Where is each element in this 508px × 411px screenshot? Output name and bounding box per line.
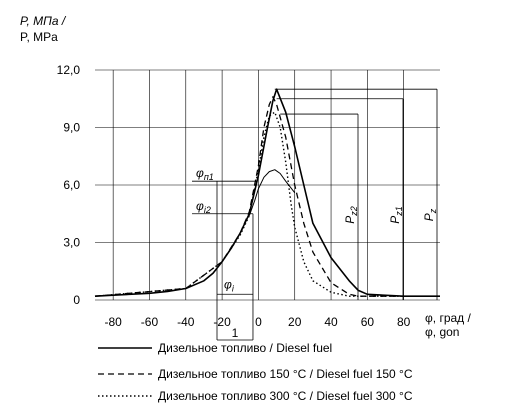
series-line bbox=[248, 169, 296, 216]
legend-label: Дизельное топливо 150 °C / Diesel fuel 1… bbox=[158, 367, 413, 381]
y-tick-label: 6,0 bbox=[63, 178, 80, 192]
series-line bbox=[94, 88, 440, 298]
series-lines bbox=[94, 88, 440, 298]
phi-p1-label: φп1 bbox=[196, 166, 214, 182]
xlabel-ru: φ, град / bbox=[425, 311, 472, 325]
x-tick-label: 60 bbox=[361, 315, 375, 329]
legend-label: Дизельное топливо / Diesel fuel bbox=[158, 341, 332, 355]
pressure-label-subscript: z2 bbox=[349, 206, 359, 217]
x-tick-label: -40 bbox=[177, 315, 195, 329]
annotations: Pz2 Pz1 Pz φп1 φi2 φi 1 bbox=[192, 88, 438, 341]
phi-p1-label-subscript: п1 bbox=[204, 172, 214, 182]
y-tick-label: 9,0 bbox=[63, 121, 80, 135]
legend: Дизельное топливо / Diesel fuel Дизельное… bbox=[98, 341, 413, 403]
legend-label: Дизельное топливо 300 °C / Diesel fuel 3… bbox=[158, 389, 413, 403]
dim-1-label: 1 bbox=[232, 326, 239, 340]
phi-i-label: φi bbox=[224, 277, 235, 293]
x-tick-label: -20 bbox=[213, 315, 231, 329]
y-tick-label: 12,0 bbox=[57, 63, 81, 77]
ylabel-en: P, MPa bbox=[20, 30, 58, 44]
x-tick-label: -60 bbox=[141, 315, 159, 329]
y-tick-label: 3,0 bbox=[63, 236, 80, 250]
ylabel-ru: P, МПа / bbox=[20, 14, 67, 28]
series-line bbox=[94, 111, 440, 297]
pressure-label: Pz bbox=[422, 208, 438, 221]
x-tick-label: 40 bbox=[324, 315, 338, 329]
series-line bbox=[94, 96, 440, 297]
pressure-label-subscript: z1 bbox=[394, 206, 404, 217]
xlabel-en: φ, gon bbox=[425, 325, 459, 339]
pressure-label: Pz1 bbox=[388, 206, 404, 224]
y-tick-labels: 0 3,0 6,0 9,0 12,0 bbox=[57, 63, 81, 307]
phi-i2-label: φi2 bbox=[196, 199, 211, 215]
phi-i2-label-subscript: i2 bbox=[204, 205, 211, 215]
x-tick-label: 20 bbox=[288, 315, 302, 329]
pressure-label-subscript: z bbox=[428, 208, 438, 214]
x-tick-label: 0 bbox=[255, 315, 262, 329]
grid-lines bbox=[95, 69, 440, 301]
phi-i-label-subscript: i bbox=[232, 283, 235, 293]
pressure-label: Pz2 bbox=[343, 206, 359, 224]
x-tick-labels: -80 -60 -40 -20 0 20 40 60 80 bbox=[104, 315, 410, 329]
x-tick-label: 80 bbox=[397, 315, 411, 329]
y-tick-label: 0 bbox=[73, 293, 80, 307]
x-tick-label: -80 bbox=[104, 315, 122, 329]
